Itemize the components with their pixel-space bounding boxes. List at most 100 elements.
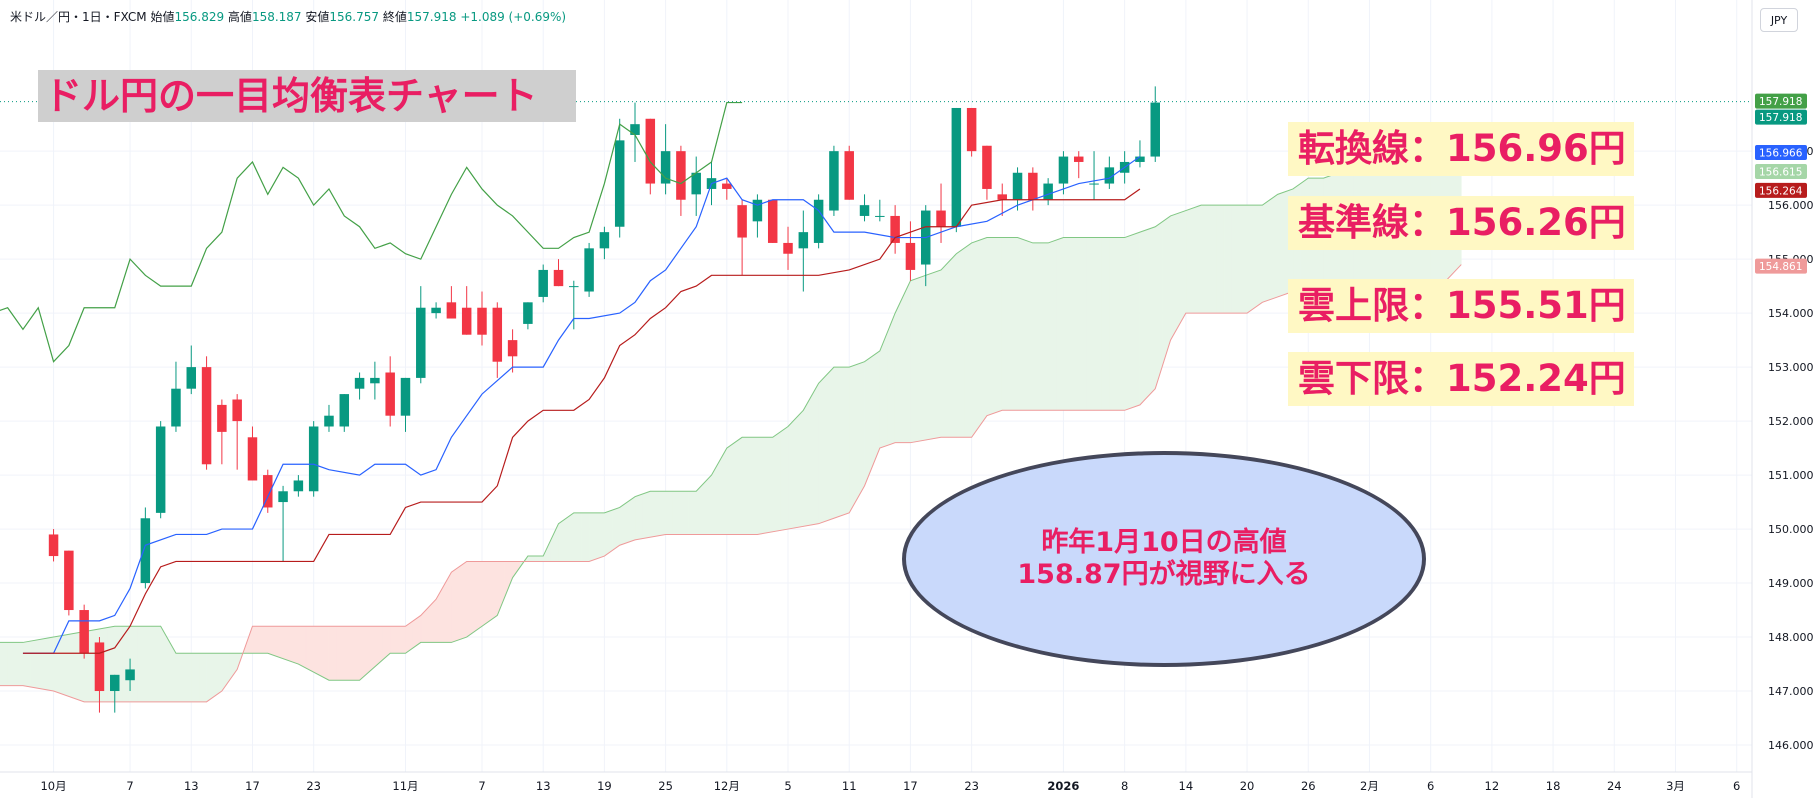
kijun-annotation: 基準線：156.26円 (1288, 196, 1634, 250)
time-axis-label: 10月 (40, 779, 66, 793)
cloud-segment (1154, 220, 1164, 389)
cloud-segment (359, 625, 368, 681)
price-axis-label: 150.000 (1768, 523, 1814, 536)
time-axis-label: 8 (1121, 779, 1128, 793)
price-tag-bg (1755, 144, 1807, 160)
candle-body (966, 107, 977, 152)
candle (936, 183, 946, 243)
candle (431, 302, 441, 319)
candle-body (370, 377, 380, 384)
candle-body (217, 404, 227, 432)
high-label: 高値 (227, 10, 252, 24)
cloud-segment (1200, 204, 1210, 314)
time-axis-label: 13 (184, 779, 199, 793)
candle-body (844, 151, 854, 200)
cloud-segment (933, 269, 942, 439)
cloud-segment (68, 632, 77, 700)
callout-ellipse: 昨年1月10日の高値 158.87円が視野に入る (902, 451, 1426, 667)
tenkan-line (22, 156, 1141, 654)
cloud-segment (856, 361, 865, 501)
cloud-segment (1109, 237, 1118, 411)
candle (829, 145, 839, 216)
candle (859, 194, 870, 222)
candle-body (737, 205, 747, 238)
candle (125, 658, 135, 692)
candle-body (247, 437, 258, 481)
price-tag-bg (1755, 109, 1807, 125)
candle-body (171, 388, 181, 427)
tenkan-annotation: 転換線：156.96円 (1288, 122, 1634, 176)
candle-body (263, 475, 273, 508)
cloud-segment (803, 395, 812, 527)
time-axis-label: 2026 (1047, 779, 1079, 793)
time-axis-label: 24 (1607, 779, 1622, 793)
candle (155, 421, 166, 519)
callout-line-1: 昨年1月10日の高値 (1041, 527, 1287, 558)
candle-body (110, 674, 120, 692)
candle-body (477, 307, 487, 335)
cloud-segment (956, 247, 965, 438)
price-tag: 157.918 (1755, 93, 1807, 109)
cloud-segment (45, 636, 54, 692)
cloud-segment (259, 625, 269, 654)
candle-body (79, 610, 89, 654)
time-axis-label: 12月 (714, 779, 740, 793)
low-value: 156.757 (329, 10, 380, 24)
cloud-segment (825, 366, 835, 522)
cloud-segment (994, 237, 1003, 414)
candle-body (875, 215, 885, 217)
cloud-segment (351, 625, 360, 681)
candle-body (446, 302, 457, 319)
cloud-segment (818, 374, 827, 525)
cloud-segment (650, 490, 659, 538)
candle-body (859, 205, 870, 216)
currency-button[interactable]: JPY (1760, 8, 1798, 32)
price-tag: 154.861 (1755, 258, 1807, 274)
candle (630, 102, 640, 162)
time-axis-label: 17 (245, 779, 260, 793)
candle (186, 345, 197, 395)
cloud-segment (1139, 229, 1148, 406)
candle-body (64, 550, 74, 611)
candle-body (645, 118, 656, 184)
candle (1135, 140, 1145, 168)
cloud-segment (1208, 204, 1217, 314)
cloud-segment (1193, 204, 1202, 314)
cloud-segment (634, 493, 643, 541)
cloud-segment (642, 490, 651, 539)
price-tag-label: 156.615 (1759, 166, 1802, 178)
candle (201, 356, 212, 470)
candle-body (186, 367, 197, 389)
cloud-segment (1277, 191, 1286, 298)
candle (1104, 156, 1115, 189)
cloud-segment (198, 652, 207, 703)
cloud-segment (1147, 226, 1156, 398)
cloud-segment (252, 625, 261, 654)
cloud-segment (718, 446, 728, 535)
candle-body (722, 183, 732, 189)
candle (553, 259, 564, 287)
senkou-span-b-line (0, 264, 1462, 703)
candle (477, 291, 487, 346)
cloud-segment (489, 561, 498, 622)
cloud-segment (986, 237, 995, 417)
candle (293, 475, 304, 497)
candle-body (599, 232, 610, 249)
cloud-segment (780, 425, 789, 531)
cloud-segment (925, 272, 934, 441)
cloud-segment (152, 625, 161, 703)
senkou-span-a-line (0, 156, 1462, 681)
cloud-segment (573, 512, 582, 562)
time-axis-label: 25 (658, 779, 673, 793)
cloud-segment (581, 512, 590, 562)
cloud-segment (298, 625, 307, 669)
cloud-segment (795, 409, 804, 529)
cloud-segment (588, 512, 598, 562)
cloud-segment (1254, 204, 1263, 309)
candle (584, 242, 594, 297)
cloud-segment (451, 566, 460, 643)
candle (140, 507, 151, 589)
candle (48, 529, 59, 562)
